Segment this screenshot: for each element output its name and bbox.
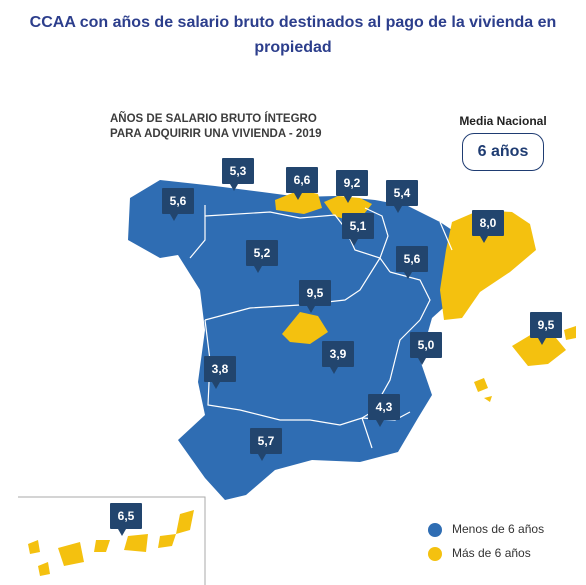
legend-dot-above <box>428 546 442 561</box>
region-baleares-ibiza <box>474 378 488 392</box>
region-baleares-formentera <box>484 396 492 402</box>
region-baleares-menorca <box>564 326 576 340</box>
value-aragon: 5,6 <box>396 246 428 279</box>
value-baleares: 9,5 <box>530 312 562 345</box>
legend-label-below: Menos de 6 años <box>452 522 545 536</box>
region-cataluna <box>440 210 536 320</box>
legend-above: Más de 6 años <box>428 546 531 561</box>
value-canarias: 6,5 <box>110 503 142 536</box>
value-castilla-la-mancha: 3,9 <box>322 341 354 374</box>
value-navarra: 5,4 <box>386 180 418 213</box>
value-cantabria: 6,6 <box>286 167 318 200</box>
value-comunidad-valenciana: 5,0 <box>410 332 442 365</box>
value-pais-vasco: 9,2 <box>336 170 368 203</box>
map-subtitle: AÑOS DE SALARIO BRUTO ÍNTEGRO PARA ADQUI… <box>110 112 370 142</box>
value-madrid: 9,5 <box>299 280 331 313</box>
media-nacional-label: Media Nacional <box>459 114 547 128</box>
value-murcia: 4,3 <box>368 394 400 427</box>
canarias-inset-border <box>18 496 206 585</box>
subtitle-line-1: AÑOS DE SALARIO BRUTO ÍNTEGRO <box>110 113 317 125</box>
subtitle-line-2: PARA ADQUIRIR UNA VIVIENDA - 2019 <box>110 128 322 140</box>
media-nacional-value: 6 años <box>462 133 544 171</box>
value-asturias: 5,3 <box>222 158 254 191</box>
value-galicia: 5,6 <box>162 188 194 221</box>
region-cantabria <box>275 190 322 214</box>
legend-label-above: Más de 6 años <box>452 546 531 560</box>
value-extremadura: 3,8 <box>204 356 236 389</box>
region-baleares-mallorca <box>512 334 566 366</box>
value-cataluna: 8,0 <box>472 210 504 243</box>
legend-dot-below <box>428 522 442 537</box>
map-title: CCAA con años de salario bruto destinado… <box>29 14 557 56</box>
value-la-rioja: 5,1 <box>342 213 374 246</box>
value-castilla-y-leon: 5,2 <box>246 240 278 273</box>
region-canarias <box>28 510 194 576</box>
region-madrid <box>282 312 328 344</box>
value-andalucia: 5,7 <box>250 428 282 461</box>
legend-below: Menos de 6 años <box>428 522 544 537</box>
